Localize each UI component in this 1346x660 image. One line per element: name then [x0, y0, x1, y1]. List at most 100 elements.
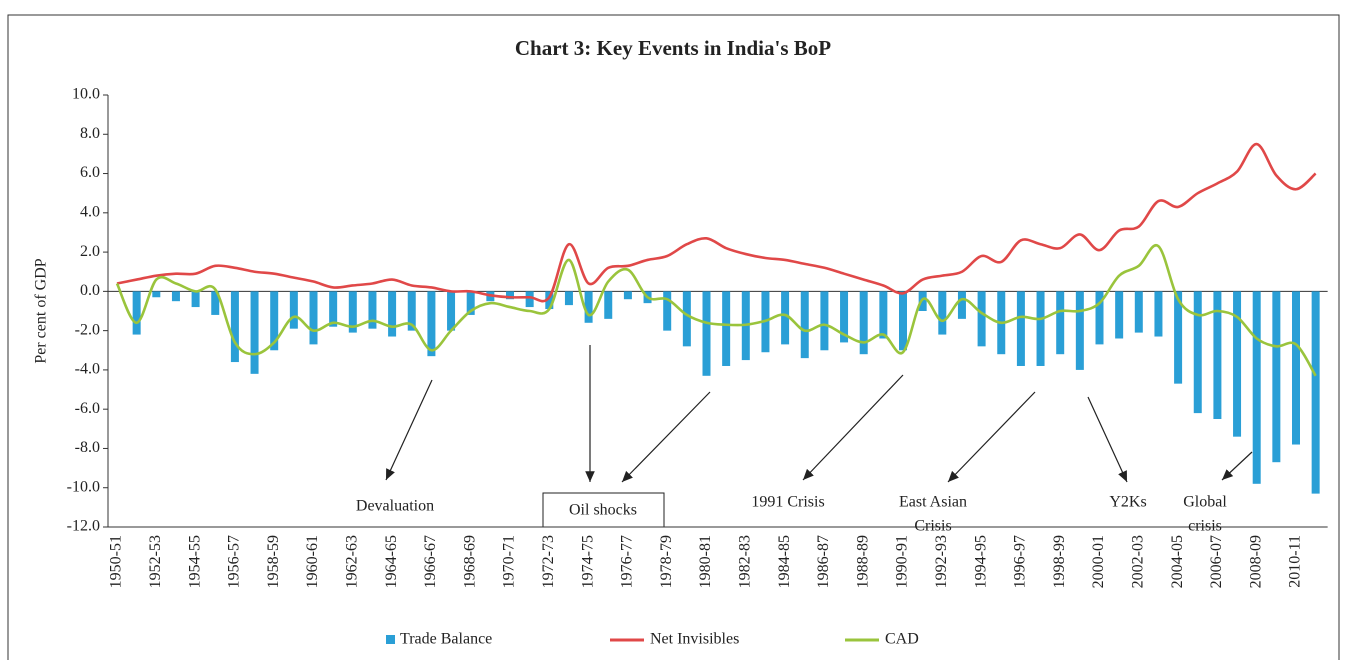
bar: [1213, 291, 1222, 419]
y-tick-label: -10.0: [67, 478, 100, 495]
bar: [447, 291, 456, 331]
bar: [368, 291, 377, 329]
bar: [800, 291, 809, 359]
bar: [1056, 291, 1065, 355]
x-tick-label: 1974-75: [579, 535, 596, 588]
bar: [1115, 291, 1124, 339]
annotation: Global: [1183, 494, 1227, 511]
legend-label: Trade Balance: [400, 631, 492, 648]
bar: [171, 291, 180, 302]
bar: [1311, 291, 1320, 494]
bar: [545, 291, 554, 310]
bar: [427, 291, 436, 357]
x-tick-label: 1964-65: [383, 535, 400, 588]
bar: [1154, 291, 1163, 337]
x-tick-label: 1972-73: [540, 535, 557, 588]
x-tick-label: 1956-57: [226, 535, 243, 588]
x-tick-label: 2010-11: [1287, 535, 1304, 588]
bar: [309, 291, 318, 345]
bar: [899, 291, 907, 351]
annotation: 1991 Crisis: [751, 494, 824, 511]
x-tick-label: 1958-59: [265, 535, 282, 588]
x-tick-label: 1990-91: [894, 535, 911, 588]
bar: [1095, 291, 1104, 345]
y-tick-label: 4.0: [80, 203, 100, 220]
bar: [859, 291, 868, 355]
x-tick-label: 1954-55: [186, 535, 203, 588]
bar: [1233, 291, 1242, 437]
x-tick-label: 1962-63: [343, 535, 360, 588]
annotation: Crisis: [914, 518, 951, 535]
x-tick-label: 1988-89: [854, 535, 871, 588]
bar: [584, 291, 593, 323]
bar: [722, 291, 731, 366]
bar: [663, 291, 672, 331]
y-tick-label: -12.0: [67, 518, 100, 535]
line: [115, 243, 1317, 377]
bar: [1016, 291, 1025, 366]
y-tick-label: -2.0: [75, 321, 100, 338]
y-tick-label: -4.0: [75, 361, 100, 378]
annotation: Devaluation: [356, 498, 434, 515]
x-tick-label: 1980-81: [697, 535, 714, 588]
x-tick-label: 1968-69: [461, 535, 478, 588]
bar: [329, 291, 338, 327]
chart-title: Chart 3: Key Events in India's BoP: [515, 36, 831, 60]
bar: [1292, 291, 1300, 445]
x-tick-label: 2000-01: [1090, 535, 1107, 588]
y-tick-label: 2.0: [80, 243, 100, 260]
bar: [1193, 291, 1202, 414]
bar: [250, 291, 259, 374]
bar: [525, 291, 534, 308]
bar: [957, 291, 966, 319]
y-axis-label: Per cent of GDP: [33, 258, 50, 363]
bar: [879, 291, 888, 339]
y-tick-label: -8.0: [75, 439, 100, 456]
bar: [702, 291, 711, 376]
x-tick-label: 1950-51: [108, 535, 125, 588]
bar: [152, 291, 161, 298]
bar: [466, 291, 475, 315]
x-tick-label: 1978-79: [658, 535, 675, 588]
x-tick-label: 1996-97: [1012, 535, 1029, 588]
annotation: East Asian: [899, 494, 967, 511]
bar: [564, 291, 573, 306]
frame: [7, 14, 1340, 660]
bar: [230, 291, 239, 363]
bar: [1252, 291, 1261, 484]
bar: [270, 291, 279, 351]
bar: [820, 291, 829, 351]
y-tick-label: 8.0: [80, 125, 100, 142]
bar: [211, 291, 220, 315]
bar: [407, 291, 416, 331]
bar: [1075, 291, 1084, 370]
bar: [1134, 291, 1143, 333]
x-tick-label: 1952-53: [147, 535, 164, 588]
bar: [506, 291, 514, 300]
y-tick-label: 6.0: [80, 164, 100, 181]
bar: [1174, 291, 1183, 384]
bar: [1036, 291, 1045, 366]
arrows: [385, 345, 1253, 483]
bar: [977, 291, 986, 347]
y-tick-label: 0.0: [80, 282, 100, 299]
annotation: crisis: [1188, 518, 1222, 535]
annotation: Oil shocks: [569, 502, 637, 519]
x-tick-label: 1970-71: [501, 535, 518, 588]
x-tick-label: 1966-67: [422, 535, 439, 588]
bar: [623, 291, 632, 300]
bar: [289, 291, 298, 329]
legend-label: Net Invisibles: [650, 631, 739, 648]
bar: [840, 291, 849, 343]
x-tick-label: 2008-09: [1247, 535, 1264, 588]
bar: [682, 291, 691, 347]
y-tick-label: 10.0: [72, 86, 100, 103]
line: [116, 142, 1317, 303]
y-tick-label: -6.0: [75, 400, 100, 417]
x-tick-label: 1998-99: [1051, 535, 1068, 588]
x-tick-label: 1992-93: [933, 535, 950, 588]
x-tick-label: 1960-61: [304, 535, 321, 588]
bar: [938, 291, 947, 335]
x-tick-label: 2002-03: [1129, 535, 1146, 588]
x-tick-label: 1986-87: [815, 535, 832, 588]
